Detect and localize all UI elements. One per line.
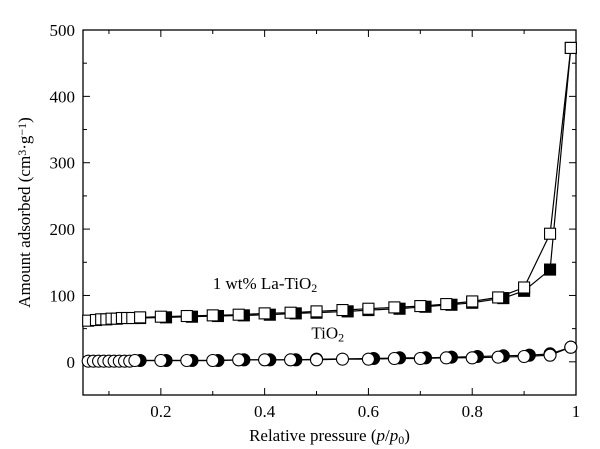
x-tick-label: 0.6 bbox=[358, 402, 379, 421]
series-layer bbox=[81, 41, 578, 368]
adsorption-point bbox=[362, 302, 375, 315]
adsorption-point bbox=[564, 41, 577, 54]
x-tick-label: 0.8 bbox=[462, 402, 483, 421]
adsorption-point bbox=[388, 301, 401, 314]
adsorption-point bbox=[309, 353, 324, 367]
adsorption-point bbox=[206, 353, 220, 368]
adsorption-point bbox=[414, 300, 427, 313]
adsorption-point bbox=[154, 310, 167, 323]
adsorption-point bbox=[491, 350, 505, 364]
adsorption-point bbox=[361, 352, 375, 366]
y-tick-label: 500 bbox=[50, 21, 76, 40]
adsorption-point bbox=[206, 309, 219, 322]
adsorption-point bbox=[439, 351, 453, 365]
adsorption-point bbox=[440, 298, 453, 311]
y-tick-label: 300 bbox=[50, 154, 76, 173]
y-tick-label: 200 bbox=[50, 220, 76, 239]
adsorption-point bbox=[543, 348, 557, 362]
adsorption-point bbox=[284, 306, 297, 319]
x-tick-label: 1 bbox=[572, 402, 581, 421]
adsorption-point bbox=[492, 291, 505, 304]
adsorption-point bbox=[284, 353, 298, 367]
adsorption-point bbox=[413, 351, 427, 366]
plot-frame bbox=[82, 29, 577, 396]
adsorption-point bbox=[336, 304, 349, 317]
y-tick-label: 400 bbox=[50, 87, 76, 106]
series-label: TiO2 bbox=[311, 324, 344, 345]
x-tick-label: 0.2 bbox=[150, 402, 171, 421]
labels: 0.2 0.4 0.6 0.8 1 0 100 200 300 400 500 Relative pr… bbox=[15, 21, 580, 447]
adsorption-point bbox=[180, 309, 193, 323]
x-tick-label: 0.4 bbox=[254, 402, 276, 421]
adsorption-point bbox=[310, 305, 323, 318]
x-axis-title: Relative pressure (p/p0) bbox=[249, 426, 410, 447]
adsorption-point bbox=[544, 227, 557, 240]
adsorption-point bbox=[258, 353, 272, 367]
adsorption-line bbox=[88, 47, 572, 322]
y-axis-title: Amount adsorbed (cm3·g−1) bbox=[15, 117, 34, 308]
adsorption-point bbox=[180, 353, 194, 368]
desorption-line bbox=[140, 47, 572, 319]
series-label: 1 wt% La-TiO2 bbox=[213, 274, 318, 295]
adsorption-point bbox=[128, 353, 142, 368]
adsorption-point bbox=[232, 353, 246, 367]
y-tick-label: 0 bbox=[67, 353, 76, 372]
adsorption-point bbox=[465, 351, 479, 365]
adsorption-point bbox=[564, 340, 578, 354]
adsorption-point bbox=[134, 311, 147, 324]
adsorption-point bbox=[518, 281, 531, 294]
series-tio2 bbox=[81, 340, 578, 368]
desorption-point bbox=[544, 263, 557, 276]
adsorption-point bbox=[387, 351, 401, 366]
adsorption-point bbox=[335, 352, 350, 366]
adsorption-point bbox=[517, 349, 531, 364]
adsorption-point bbox=[154, 353, 168, 368]
adsorption-point bbox=[258, 307, 271, 320]
adsorption-point bbox=[466, 295, 479, 308]
y-tick-label: 100 bbox=[50, 286, 76, 305]
axes bbox=[82, 29, 577, 396]
adsorption-point bbox=[232, 308, 245, 321]
series-la-tio2 bbox=[82, 41, 577, 327]
